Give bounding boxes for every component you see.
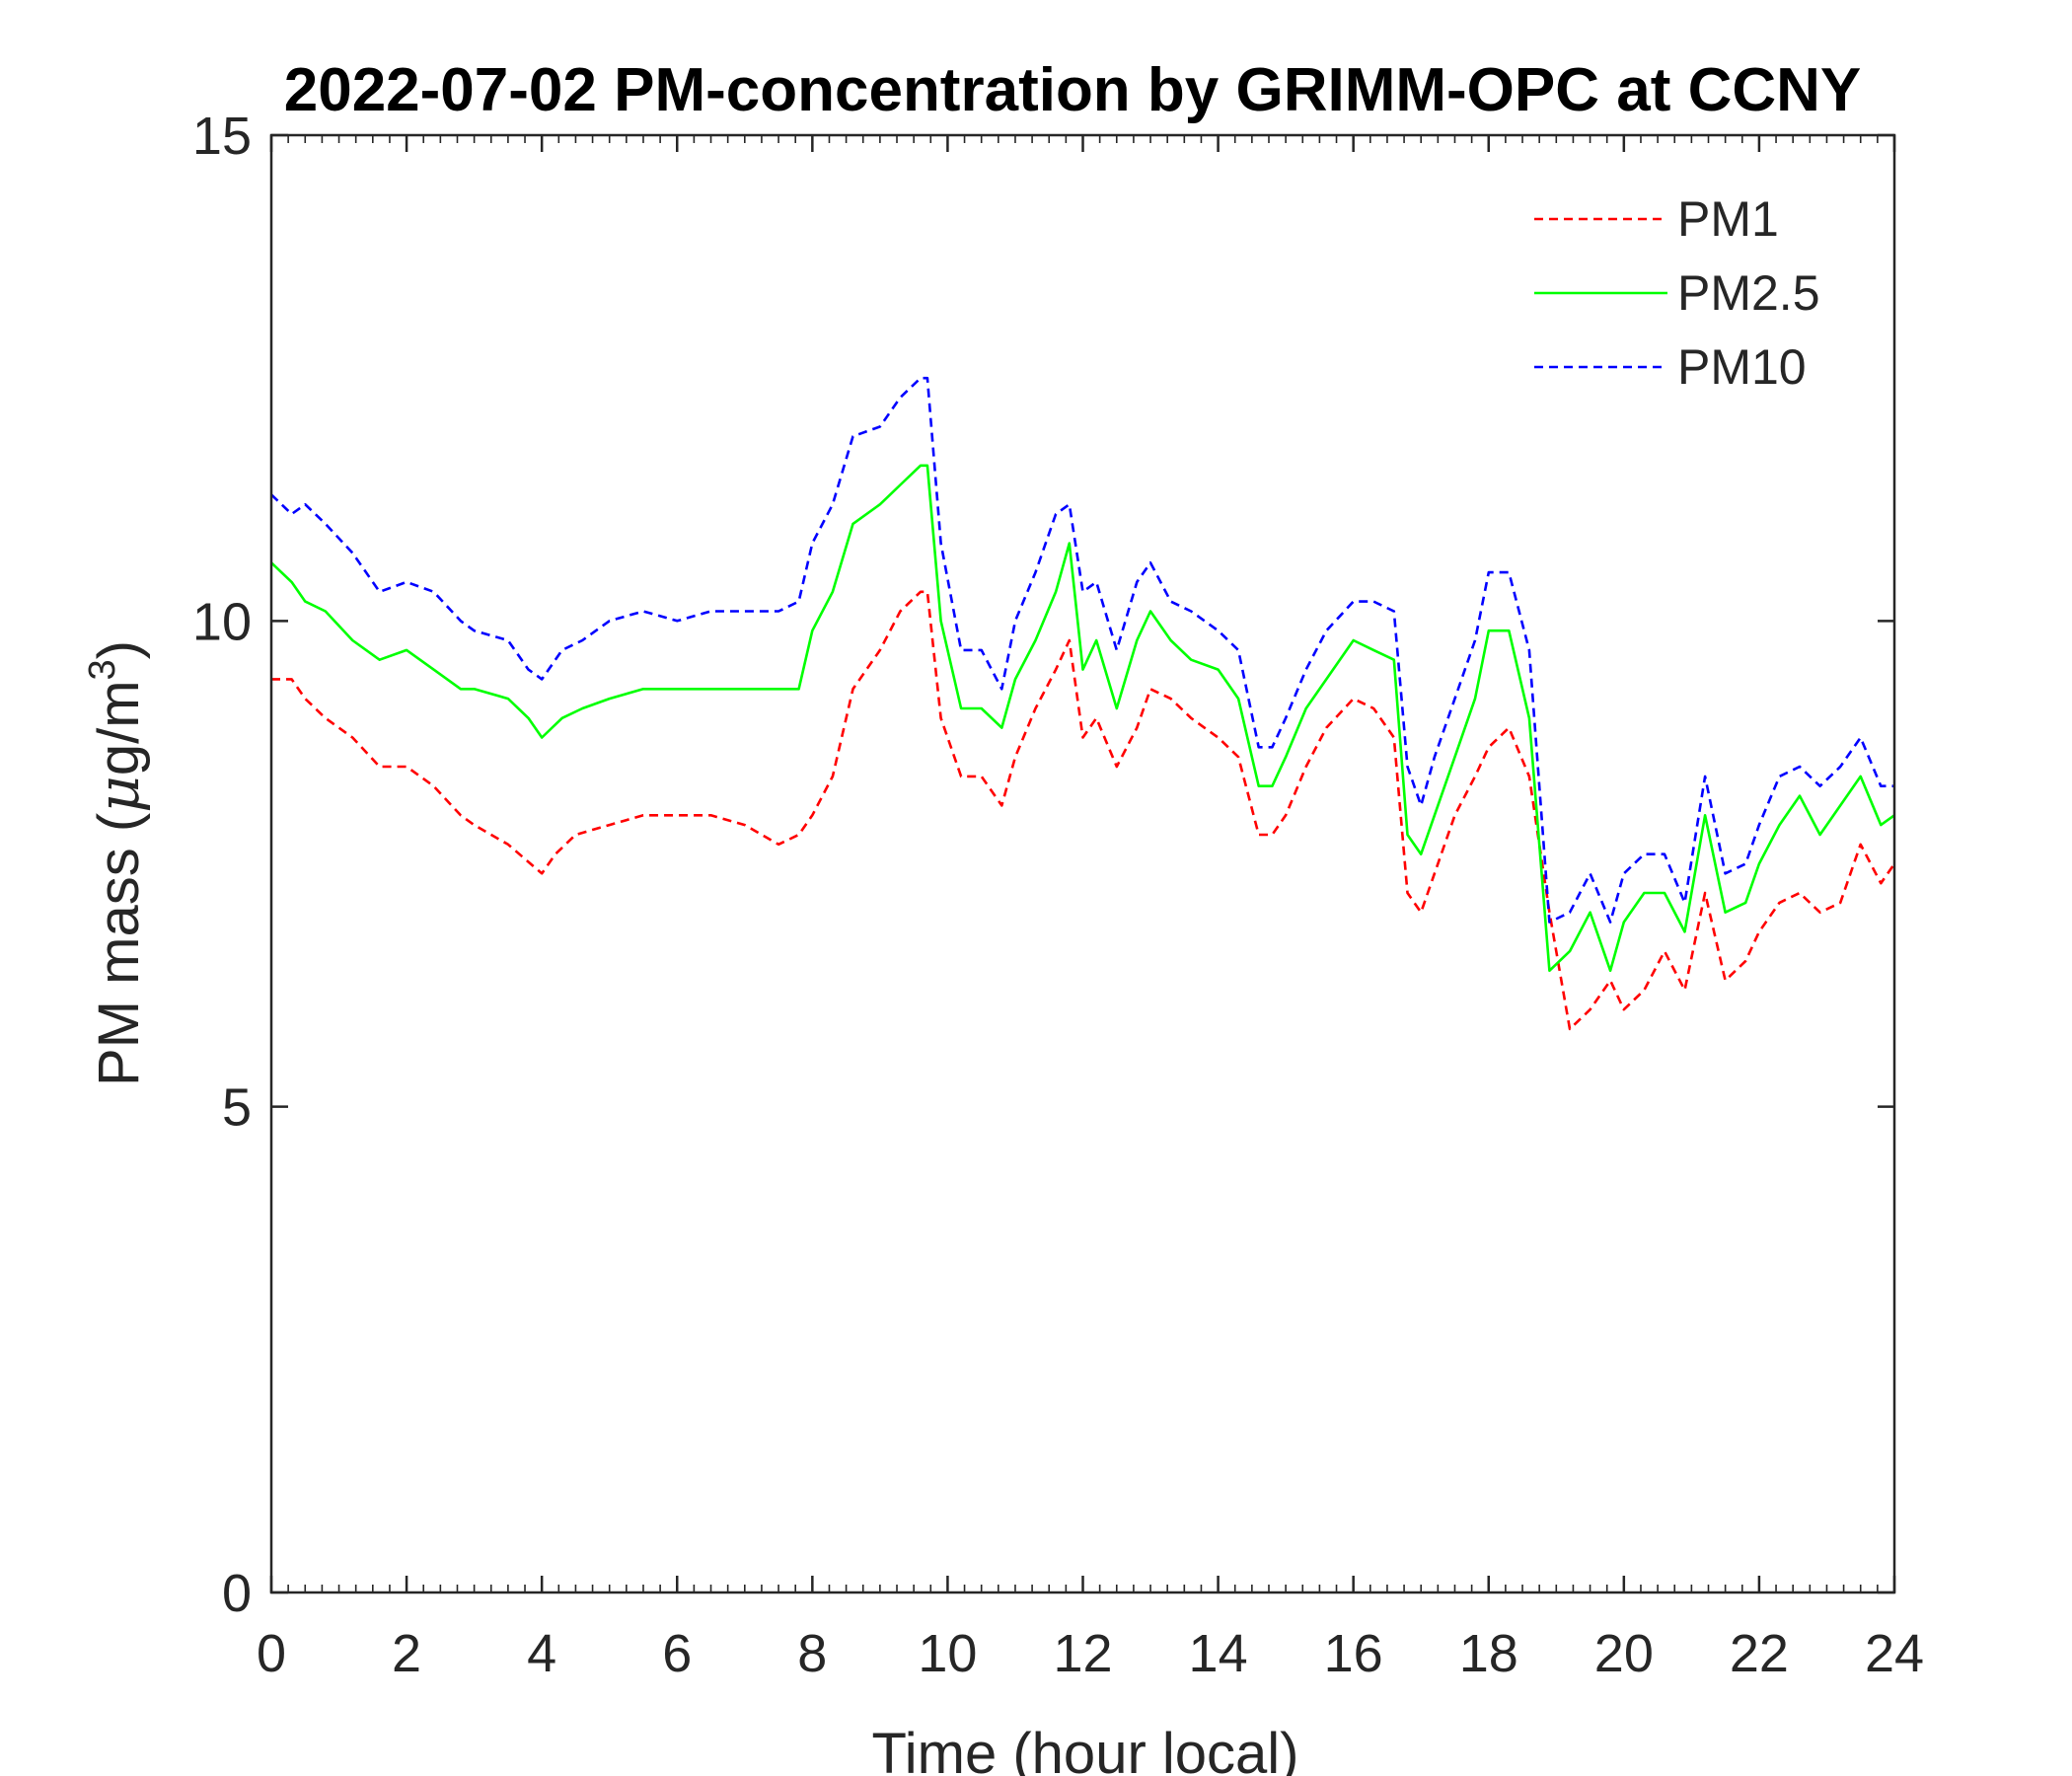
y-axis-label-suffix: ) xyxy=(87,640,151,659)
x-tick-label: 22 xyxy=(1730,1624,1789,1683)
x-tick-label: 16 xyxy=(1324,1624,1383,1683)
ticks-layer xyxy=(269,133,1896,1594)
series-line-pm2-5 xyxy=(271,464,1894,973)
legend-label: PM10 xyxy=(1677,339,1807,395)
x-tick-label: 6 xyxy=(662,1624,692,1683)
y-tick-label: 10 xyxy=(192,592,252,651)
x-tick-label: 10 xyxy=(918,1624,977,1683)
x-tick-label: 20 xyxy=(1594,1624,1654,1683)
chart-title: 2022-07-02 PM-concentration by GRIMM-OPC… xyxy=(284,56,1862,124)
y-tick-label: 0 xyxy=(222,1564,252,1623)
legend-label: PM2.5 xyxy=(1677,265,1820,321)
x-tick-label: 0 xyxy=(257,1624,286,1683)
y-axis-label-unit: g/m xyxy=(87,680,151,776)
plot-area xyxy=(269,133,1896,1594)
x-tick-label: 4 xyxy=(527,1624,556,1683)
legend: PM1 PM2.5 PM10 xyxy=(1534,191,1820,395)
plot-frame xyxy=(269,133,1896,1594)
x-tick-label: 12 xyxy=(1053,1624,1112,1683)
y-axis-label-mu: μ xyxy=(85,776,152,813)
x-axis-label: Time (hour local) xyxy=(872,1722,1299,1776)
series-layer xyxy=(271,376,1894,1031)
x-tick-label: 24 xyxy=(1865,1624,1924,1683)
y-axis-label-prefix: PM mass ( xyxy=(87,813,151,1086)
y-tick-label: 15 xyxy=(192,107,252,166)
legend-label: PM1 xyxy=(1677,191,1779,247)
x-tick-labels: 0 2 4 6 8 10 12 14 16 18 20 22 24 xyxy=(257,1624,1924,1683)
y-tick-label: 5 xyxy=(222,1078,252,1138)
series-line-pm10 xyxy=(271,376,1894,924)
y-axis-label: PM mass (μg/m3) xyxy=(82,640,152,1086)
y-tick-labels: 0 5 10 15 xyxy=(192,107,252,1623)
x-tick-label: 18 xyxy=(1459,1624,1518,1683)
x-tick-label: 14 xyxy=(1189,1624,1248,1683)
x-tick-label: 8 xyxy=(797,1624,827,1683)
series-line-pm1 xyxy=(271,590,1894,1031)
y-axis-label-sup: 3 xyxy=(82,659,123,680)
x-tick-label: 2 xyxy=(392,1624,421,1683)
